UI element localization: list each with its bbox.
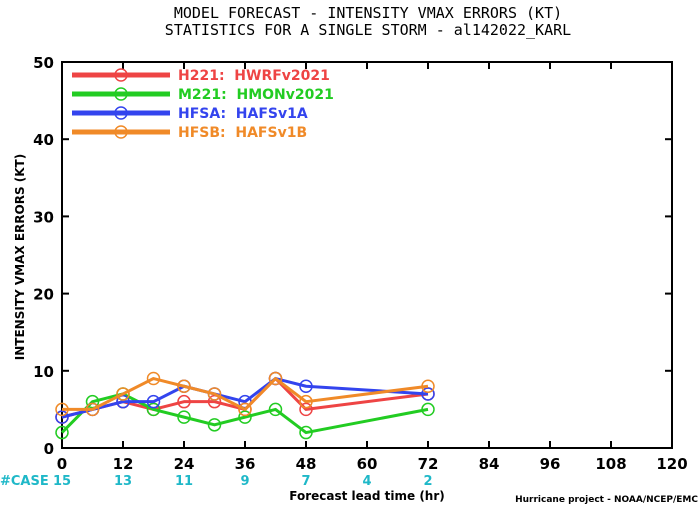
x-tick-label: 24 — [174, 455, 195, 473]
case-count: 11 — [175, 474, 193, 489]
data-point — [299, 402, 313, 417]
data-point — [268, 371, 283, 386]
legend-marker — [114, 106, 128, 120]
legend: H221: HWRFv2021 M221: HMONv2021 HFSA: HAFS… — [72, 68, 334, 141]
chart-title: MODEL FORECAST - INTENSITY VMAX ERRORS (… — [174, 4, 562, 22]
legend-label: HFSA: HAFSv1A — [178, 106, 308, 122]
case-count: 4 — [362, 474, 371, 489]
series-line — [62, 377, 429, 411]
data-point — [207, 418, 222, 432]
legend-label: M221: HMONv2021 — [178, 87, 334, 103]
legend-marker — [114, 68, 128, 82]
data-point — [177, 410, 191, 424]
case-count: 15 — [53, 474, 71, 489]
y-tick-label: 50 — [33, 54, 54, 72]
data-point — [116, 394, 130, 409]
case-label: #CASE — [0, 474, 49, 489]
data-point — [207, 387, 222, 401]
y-tick-label: 30 — [33, 208, 54, 226]
data-point — [55, 402, 69, 417]
legend-label: H221: HWRFv2021 — [178, 68, 330, 84]
case-counts: #CASE 15 13 11 9 7 4 2 — [0, 474, 433, 489]
data-point — [421, 402, 435, 417]
case-count: 7 — [301, 474, 310, 489]
x-tick-label: 72 — [418, 455, 439, 473]
x-tick-label: 84 — [479, 455, 500, 473]
data-point — [146, 371, 161, 386]
case-count: 9 — [240, 474, 249, 489]
data-point — [116, 387, 130, 401]
data-point — [55, 410, 69, 424]
data-point — [177, 394, 191, 409]
credit-text: Hurricane project - NOAA/NCEP/EMC — [515, 495, 698, 505]
x-axis-label: Forecast lead time (hr) — [289, 489, 445, 503]
data-point — [299, 425, 313, 440]
data-point — [85, 402, 100, 417]
case-count: 2 — [423, 474, 432, 489]
axis-ticks: 0 12 24 36 48 60 72 84 96 108 120 0 10 20 30 40 50 — [33, 54, 688, 473]
series-line — [60, 392, 429, 435]
x-tick-label: 108 — [595, 455, 626, 473]
x-tick-label: 0 — [57, 455, 67, 473]
data-point — [421, 379, 435, 393]
x-tick-label: 36 — [235, 455, 256, 473]
data-point — [55, 425, 69, 440]
chart-subtitle: STATISTICS FOR A SINGLE STORM - al142022… — [165, 21, 571, 39]
y-tick-label: 40 — [33, 131, 54, 149]
x-tick-label: 12 — [113, 455, 134, 473]
data-point — [207, 394, 222, 409]
legend-marker — [114, 87, 128, 101]
y-axis-label: INTENSITY VMAX ERRORS (KT) — [13, 154, 27, 360]
case-count: 13 — [114, 474, 132, 489]
series-lines — [55, 371, 435, 440]
data-point — [421, 387, 435, 401]
legend-label: HFSB: HAFSv1B — [178, 125, 307, 141]
legend-marker — [114, 125, 128, 139]
x-tick-label: 96 — [540, 455, 561, 473]
x-tick-label: 120 — [656, 455, 687, 473]
data-point — [299, 394, 313, 409]
data-point — [238, 402, 252, 417]
data-point — [177, 379, 191, 393]
x-tick-label: 60 — [357, 455, 378, 473]
data-point — [146, 394, 161, 409]
y-tick-label: 10 — [33, 363, 54, 381]
y-tick-label: 0 — [44, 440, 54, 458]
data-point — [268, 402, 283, 417]
data-point — [299, 379, 313, 393]
data-point — [85, 394, 100, 409]
y-tick-label: 20 — [33, 286, 54, 304]
x-tick-label: 48 — [296, 455, 317, 473]
data-point — [238, 410, 252, 424]
data-point — [146, 402, 161, 417]
